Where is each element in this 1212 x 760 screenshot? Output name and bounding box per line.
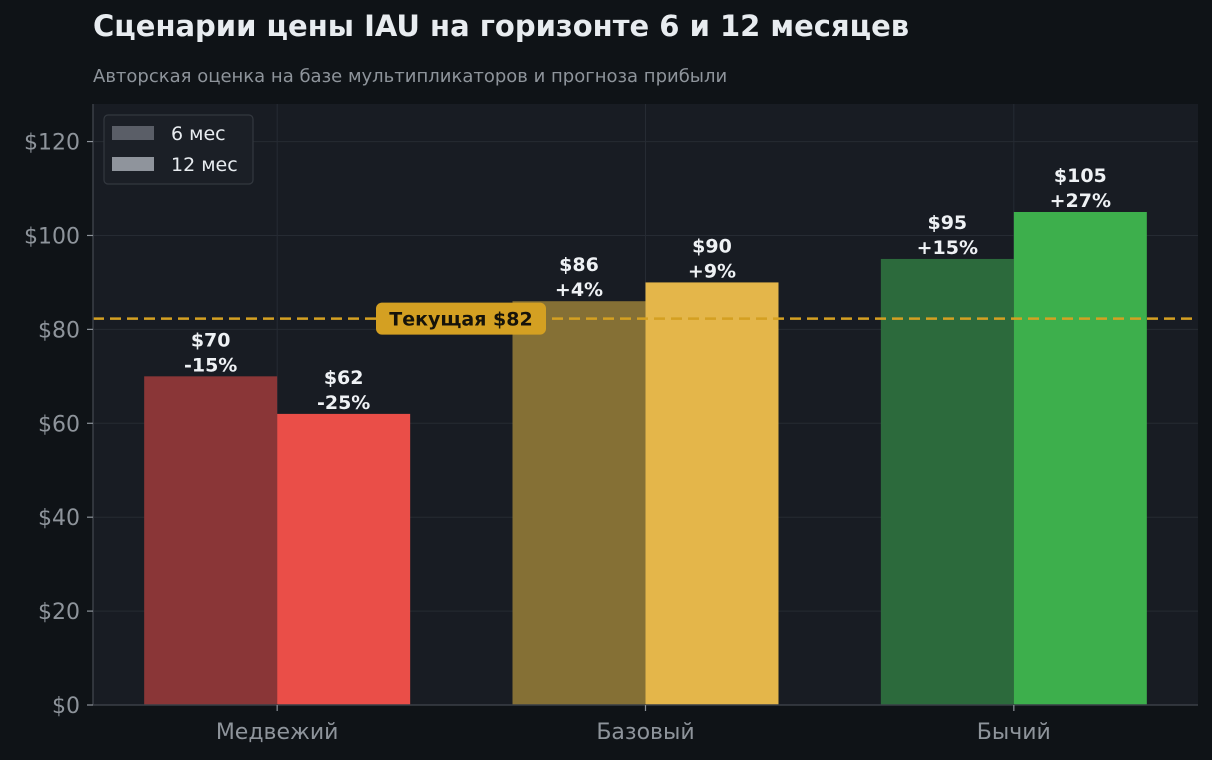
legend-swatch	[112, 126, 154, 140]
bar-twelve-month-0	[277, 413, 411, 705]
bar-data-label: +9%	[688, 260, 736, 282]
y-tick-label: $120	[24, 131, 80, 156]
y-tick-label: $20	[38, 600, 80, 625]
legend-label: 6 мес	[171, 123, 226, 145]
y-tick-label: $80	[38, 318, 80, 343]
bar-data-label: $86	[559, 254, 599, 276]
y-tick-label: $60	[38, 412, 80, 437]
current-price-badge	[376, 302, 546, 335]
y-tick-label: $100	[24, 224, 80, 249]
bar-data-label: $105	[1054, 165, 1107, 187]
bar-data-label: -25%	[317, 392, 370, 414]
bar-data-label: $90	[692, 235, 732, 257]
bar-twelve-month-2	[1013, 211, 1147, 705]
bar-data-label: $70	[191, 329, 231, 351]
y-tick-label: $0	[52, 694, 80, 719]
bar-data-label: +4%	[555, 279, 603, 301]
chart-subtitle: Авторская оценка на базе мультипликаторо…	[93, 66, 728, 87]
bar-six-month-1	[512, 301, 646, 705]
bar-data-label: +15%	[917, 237, 978, 259]
bar-data-label: +27%	[1050, 190, 1111, 212]
chart-title: Сценарии цены IAU на горизонте 6 и 12 ме…	[93, 9, 910, 43]
x-tick-label: Бычий	[977, 720, 1051, 745]
x-tick-label: Медвежий	[216, 720, 339, 745]
legend-label: 12 мес	[171, 154, 238, 176]
current-price-label: Текущая $82	[389, 309, 532, 331]
bar-twelve-month-1	[645, 282, 779, 705]
y-tick-label: $40	[38, 506, 80, 531]
bar-six-month-2	[880, 258, 1014, 705]
bar-six-month-0	[144, 376, 278, 705]
legend-swatch	[112, 157, 154, 171]
bar-data-label: -15%	[184, 354, 237, 376]
bar-data-label: $62	[324, 367, 364, 389]
x-tick-label: Базовый	[596, 720, 694, 745]
bar-data-label: $95	[927, 212, 967, 234]
